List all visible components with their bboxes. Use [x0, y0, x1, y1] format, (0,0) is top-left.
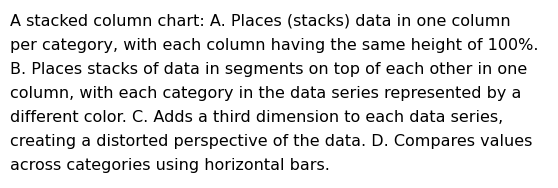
Text: A stacked column chart: A. Places (stacks) data in one column: A stacked column chart: A. Places (stack…	[10, 14, 511, 29]
Text: different color. C. Adds a third dimension to each data series,: different color. C. Adds a third dimensi…	[10, 110, 503, 125]
Text: column, with each category in the data series represented by a: column, with each category in the data s…	[10, 86, 521, 101]
Text: creating a distorted perspective of the data. D. Compares values: creating a distorted perspective of the …	[10, 134, 532, 149]
Text: across categories using horizontal bars.: across categories using horizontal bars.	[10, 158, 330, 173]
Text: per category, with each column having the same height of 100%.: per category, with each column having th…	[10, 38, 538, 53]
Text: B. Places stacks of data in segments on top of each other in one: B. Places stacks of data in segments on …	[10, 62, 527, 77]
